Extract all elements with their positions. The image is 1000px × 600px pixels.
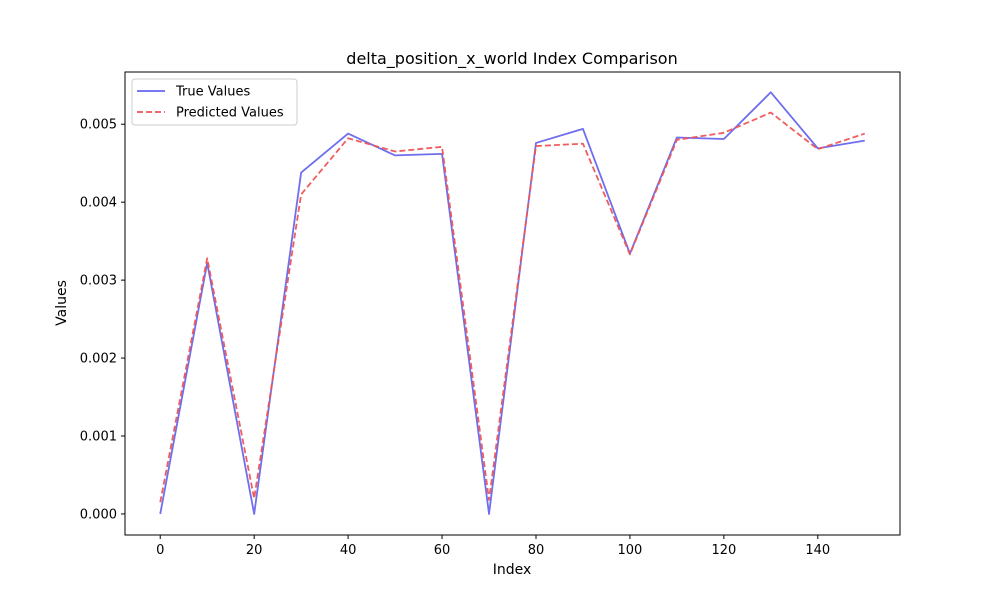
legend-frame xyxy=(131,78,298,126)
x-tick-label: 80 xyxy=(528,543,545,558)
y-tick-label: 0.002 xyxy=(80,352,117,367)
series-layer xyxy=(159,91,866,515)
chart-title: delta_position_x_world Index Comparison xyxy=(346,49,677,69)
x-tick-label: 120 xyxy=(711,543,736,558)
legend-label: True Values xyxy=(175,85,250,100)
y-axis: 0.000 0.001 0.002 0.003 0.004 0.005 xyxy=(80,118,125,522)
legend: True Values Predicted Values xyxy=(131,78,298,126)
x-tick-label: 0 xyxy=(156,543,164,558)
x-axis-label: Index xyxy=(493,562,532,578)
series-line-true-values xyxy=(159,91,865,515)
plot-area xyxy=(124,71,901,536)
x-tick-label: 100 xyxy=(618,543,643,558)
x-tick-label: 140 xyxy=(805,543,830,558)
y-axis-label: Values xyxy=(54,280,70,326)
x-tick-label: 60 xyxy=(434,543,451,558)
x-axis: 0 20 40 60 80 100 120 140 xyxy=(156,535,830,558)
y-tick-label: 0.000 xyxy=(80,507,117,522)
legend-label: Predicted Values xyxy=(176,106,284,121)
x-tick-label: 40 xyxy=(340,543,357,558)
y-tick-label: 0.003 xyxy=(80,274,117,289)
y-tick-label: 0.005 xyxy=(80,118,117,133)
series-line-predicted-values xyxy=(159,111,866,503)
y-tick-label: 0.001 xyxy=(80,430,117,445)
y-tick-label: 0.004 xyxy=(80,196,117,211)
x-tick-label: 20 xyxy=(246,543,263,558)
